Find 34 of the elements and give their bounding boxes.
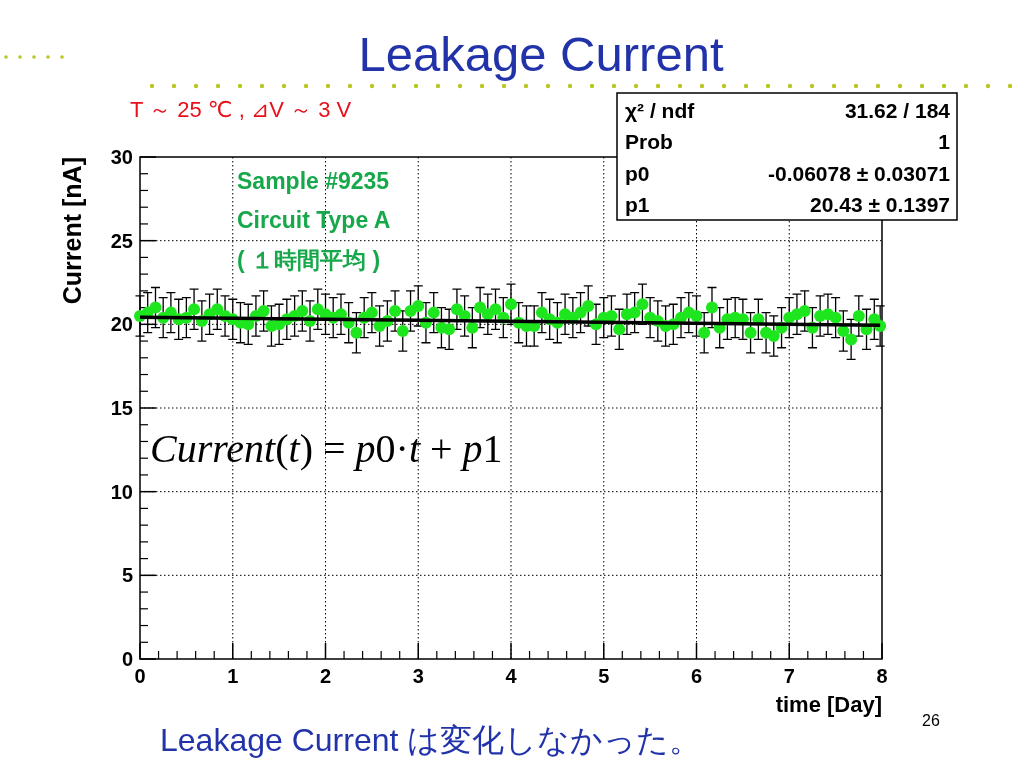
xlabel: time [Day] [775, 692, 882, 717]
annotation: p1 [625, 193, 650, 216]
annotation: Leakage Current は変化しなかった。 [160, 722, 702, 758]
annotation: Circuit Type A [237, 207, 391, 233]
x-tick-label: 5 [598, 665, 610, 687]
annotation: Sample #9235 [237, 168, 390, 194]
annotation: -0.06078 ± 0.03071 [768, 162, 950, 185]
x-tick-label: 6 [690, 665, 703, 687]
annotation: χ² / ndf [625, 99, 695, 122]
ylabel: Current [nA] [58, 157, 86, 305]
annotation: p0 [625, 162, 650, 185]
y-tick-label: 15 [110, 397, 133, 419]
y-tick-label: 25 [110, 229, 133, 252]
x-tick-label: 7 [783, 665, 795, 687]
annotation: 26 [922, 712, 940, 729]
y-tick-label: 10 [110, 480, 133, 503]
annotation: 1 [938, 130, 950, 153]
x-tick-label: 3 [412, 665, 424, 687]
y-tick-label: 0 [121, 648, 133, 670]
x-tick-label: 1 [227, 665, 239, 687]
annotation: Current(t) = p0·t + p1 [150, 426, 503, 471]
y-tick-label: 30 [110, 146, 133, 168]
x-tick-label: 4 [505, 665, 517, 687]
x-tick-label: 0 [134, 665, 146, 687]
x-tick-label: 8 [876, 665, 888, 687]
annotation: 31.62 / 184 [844, 99, 950, 122]
x-tick-label: 2 [319, 665, 332, 687]
annotation: 20.43 ± 0.1397 [810, 193, 950, 216]
annotation: ( １時間平均 ) [237, 247, 381, 273]
subtitle: T ～ 25 ℃ , ⊿V ～ 3 V [130, 97, 352, 122]
title: Leakage Current [358, 27, 724, 81]
y-tick-label: 5 [121, 564, 133, 587]
annotation: Prob [625, 130, 673, 153]
y-tick-label: 20 [110, 313, 133, 336]
